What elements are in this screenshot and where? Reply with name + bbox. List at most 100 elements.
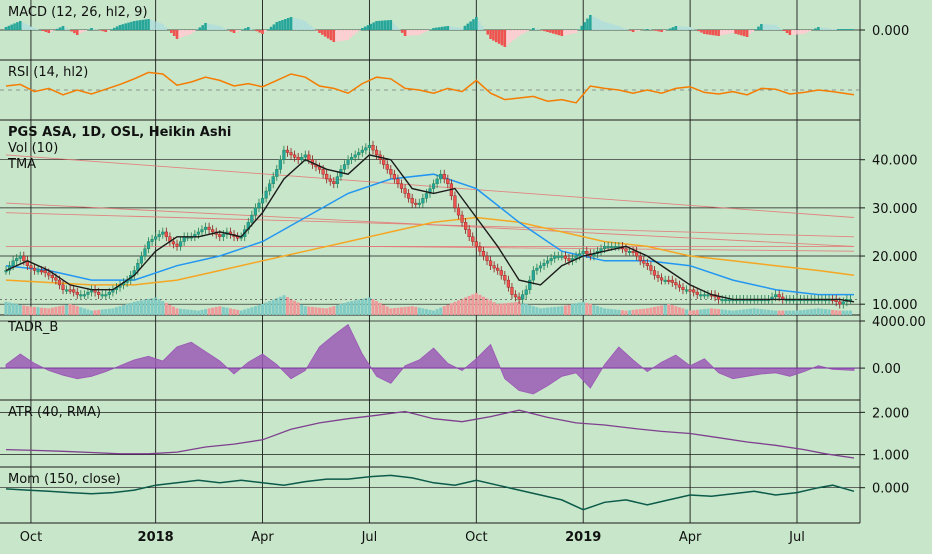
volume-bar bbox=[418, 308, 421, 315]
macd-histogram-bar bbox=[193, 30, 196, 32]
macd-histogram-bar bbox=[820, 27, 823, 30]
macd-histogram-bar bbox=[364, 27, 367, 30]
macd-histogram-bar bbox=[464, 26, 467, 30]
macd-histogram-bar bbox=[181, 30, 184, 37]
macd-histogram-bar bbox=[352, 30, 355, 35]
candle-body bbox=[69, 290, 72, 292]
macd-histogram-bar bbox=[318, 30, 321, 33]
macd-histogram-bar bbox=[327, 30, 330, 38]
macd-histogram-bar bbox=[623, 28, 626, 30]
macd-histogram-bar bbox=[726, 30, 729, 34]
macd-histogram-bar bbox=[620, 27, 623, 30]
macd-histogram-bar bbox=[412, 30, 415, 35]
macd-histogram-bar bbox=[404, 30, 407, 36]
macd-histogram-bar bbox=[757, 27, 760, 30]
macd-histogram-bar bbox=[432, 28, 435, 30]
volume-bar bbox=[183, 309, 186, 315]
candle-body bbox=[703, 295, 706, 297]
volume-bar bbox=[336, 305, 339, 315]
macd-histogram-bar bbox=[569, 30, 572, 34]
candle-body bbox=[97, 292, 100, 294]
candle-body bbox=[664, 280, 667, 282]
volume-bar bbox=[126, 304, 129, 315]
volume-bar bbox=[457, 300, 460, 315]
candle-body bbox=[368, 145, 371, 147]
volume-bar bbox=[361, 299, 364, 315]
candle-body bbox=[211, 230, 214, 232]
volume-bar bbox=[699, 310, 702, 316]
volume-bar bbox=[592, 305, 595, 315]
volume-bar bbox=[404, 307, 407, 315]
volume-bar bbox=[143, 300, 146, 315]
macd-histogram-bar bbox=[504, 30, 507, 47]
candle-body bbox=[154, 237, 157, 239]
candle-body bbox=[236, 237, 239, 239]
macd-histogram-bar bbox=[823, 28, 826, 30]
macd-histogram-bar bbox=[62, 26, 65, 30]
volume-bar bbox=[532, 306, 535, 315]
volume-bar bbox=[204, 309, 207, 315]
candle-body bbox=[657, 275, 660, 277]
macd-histogram-bar bbox=[415, 30, 418, 35]
macd-histogram-bar bbox=[526, 30, 529, 31]
macd-histogram-bar bbox=[466, 24, 469, 30]
panel-title: PGS ASA, 1D, OSL, Heikin Ashi bbox=[8, 125, 231, 140]
macd-histogram-bar bbox=[549, 30, 552, 33]
macd-histogram-bar bbox=[247, 27, 250, 30]
volume-bar bbox=[396, 308, 399, 315]
candle-body bbox=[407, 193, 410, 198]
macd-histogram-bar bbox=[774, 25, 777, 30]
volume-bar bbox=[140, 300, 143, 315]
macd-histogram-bar bbox=[826, 28, 829, 30]
volume-bar bbox=[436, 309, 439, 315]
macd-histogram-bar bbox=[618, 26, 621, 30]
macd-histogram-bar bbox=[36, 29, 39, 30]
macd-histogram-bar bbox=[341, 30, 344, 41]
macd-histogram-bar bbox=[481, 26, 484, 30]
candle-body bbox=[600, 249, 603, 251]
macd-histogram-bar bbox=[749, 30, 752, 34]
macd-histogram-bar bbox=[110, 29, 113, 30]
candle-body bbox=[279, 160, 282, 170]
macd-histogram-bar bbox=[840, 29, 843, 30]
macd-histogram-bar bbox=[783, 30, 786, 31]
volume-bar bbox=[585, 303, 588, 315]
volume-bar bbox=[664, 305, 667, 315]
macd-histogram-bar bbox=[717, 30, 720, 36]
macd-histogram-bar bbox=[344, 30, 347, 40]
macd-histogram-bar bbox=[603, 22, 606, 30]
volume-bar bbox=[731, 311, 734, 315]
macd-histogram-bar bbox=[586, 19, 589, 30]
volume-bar bbox=[318, 308, 321, 315]
candle-body bbox=[179, 242, 182, 247]
macd-histogram-bar bbox=[692, 28, 695, 30]
macd-histogram-bar bbox=[116, 26, 119, 30]
volume-bar bbox=[795, 311, 798, 315]
candle-body bbox=[646, 263, 649, 265]
macd-histogram-bar bbox=[458, 28, 461, 30]
macd-histogram-bar bbox=[90, 28, 93, 30]
macd-histogram-bar bbox=[207, 24, 210, 30]
panel-title: ATR (40, RMA) bbox=[8, 405, 101, 420]
candle-body bbox=[197, 232, 200, 234]
volume-bar bbox=[706, 309, 709, 315]
candle-body bbox=[446, 179, 449, 184]
volume-bar bbox=[83, 308, 86, 315]
candle-body bbox=[696, 292, 699, 294]
x-axis-label: Jul bbox=[361, 530, 378, 545]
volume-bar bbox=[674, 306, 677, 315]
macd-histogram-bar bbox=[281, 20, 284, 30]
macd-histogram-bar bbox=[760, 24, 763, 30]
macd-histogram-bar bbox=[401, 30, 404, 33]
volume-bar bbox=[15, 304, 18, 315]
volume-bar bbox=[803, 310, 806, 315]
volume-bar bbox=[771, 310, 774, 315]
macd-histogram-bar bbox=[566, 30, 569, 35]
volume-bar bbox=[453, 302, 456, 315]
volume-bar bbox=[624, 311, 627, 315]
volume-bar bbox=[543, 308, 546, 315]
x-axis-label: 2019 bbox=[565, 530, 601, 545]
candle-body bbox=[532, 270, 535, 280]
candle-body bbox=[65, 290, 68, 292]
